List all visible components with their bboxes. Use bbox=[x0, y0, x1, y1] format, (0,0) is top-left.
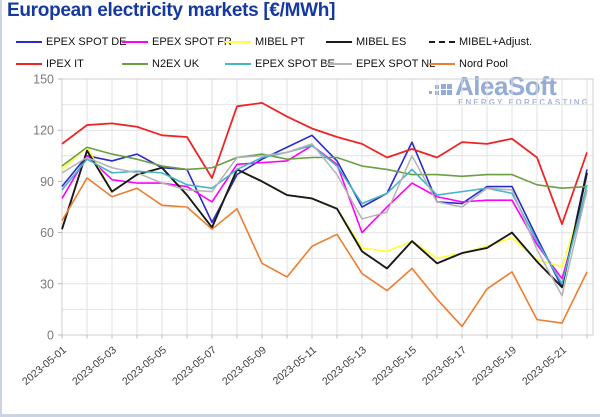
legend-label-n2ex-uk: N2EX UK bbox=[152, 58, 200, 70]
legend-swatch-epex-spot-nl bbox=[326, 63, 352, 65]
legend-swatch-ipex-it bbox=[16, 63, 42, 65]
legend-item-nord-pool: Nord Pool bbox=[429, 58, 591, 70]
svg-text:2023-05-17: 2023-05-17 bbox=[420, 344, 469, 388]
watermark-tagline: ENERGY FORECASTING bbox=[458, 98, 590, 107]
legend-item-epex-spot-fr: EPEX SPOT FR bbox=[122, 36, 232, 48]
legend-label-mibel-es: MIBEL ES bbox=[356, 36, 407, 48]
legend-label-mibel-adjust: MIBEL+Adjust. bbox=[459, 36, 533, 48]
x-axis-labels: 2023-05-01 2023-05-03 2023-05-05 2023-05-07… bbox=[20, 344, 569, 388]
legend-label-epex-spot-be: EPEX SPOT BE bbox=[255, 58, 335, 70]
legend-label-mibel-pt: MIBEL PT bbox=[255, 36, 305, 48]
legend-item-epex-spot-de: EPEX SPOT DE bbox=[16, 36, 127, 48]
legend-label-epex-spot-de: EPEX SPOT DE bbox=[46, 36, 127, 48]
legend-item-mibel-adjust: MIBEL+Adjust. bbox=[429, 36, 591, 48]
svg-text:2023-05-19: 2023-05-19 bbox=[470, 344, 519, 388]
svg-text:2023-05-01: 2023-05-01 bbox=[20, 344, 69, 388]
series-epex-spot-de bbox=[61, 134, 588, 289]
gridlines bbox=[61, 78, 593, 336]
svg-text:2023-05-13: 2023-05-13 bbox=[320, 344, 369, 388]
legend-item-ipex-it: IPEX IT bbox=[16, 58, 122, 70]
svg-text:2023-05-07: 2023-05-07 bbox=[170, 344, 219, 388]
svg-text:0: 0 bbox=[47, 329, 54, 343]
legend-row: IPEX IT N2EX UK EPEX SPOT BE EPEX SPOT NL No… bbox=[16, 53, 591, 75]
legend-label-epex-spot-fr: EPEX SPOT FR bbox=[152, 36, 232, 48]
series-n2ex-uk bbox=[61, 146, 588, 190]
svg-text:2023-05-11: 2023-05-11 bbox=[271, 344, 319, 387]
legend-swatch-mibel-es bbox=[326, 41, 352, 43]
legend-label-nord-pool: Nord Pool bbox=[459, 58, 508, 70]
legend-swatch-n2ex-uk bbox=[122, 63, 148, 65]
svg-text:150: 150 bbox=[33, 73, 54, 87]
axis-ticks bbox=[58, 78, 588, 339]
legend-row: EPEX SPOT DE EPEX SPOT FR MIBEL PT MIBEL ES… bbox=[16, 31, 591, 53]
svg-text:60: 60 bbox=[40, 226, 54, 240]
svg-text:2023-05-09: 2023-05-09 bbox=[220, 344, 269, 388]
series-mibel-adjust bbox=[61, 150, 588, 288]
svg-text:2023-05-15: 2023-05-15 bbox=[370, 344, 419, 388]
legend-swatch-nord-pool bbox=[429, 63, 455, 65]
watermark-name: AleaSoft bbox=[455, 71, 557, 101]
legend-swatch-epex-spot-de bbox=[16, 41, 42, 43]
y-axis-labels: 0 30 60 90 120 150 bbox=[33, 73, 54, 343]
legend-item-mibel-pt: MIBEL PT bbox=[225, 36, 326, 48]
svg-text:120: 120 bbox=[33, 124, 54, 138]
series-epex-spot-fr bbox=[61, 144, 588, 280]
svg-text:90: 90 bbox=[40, 175, 54, 189]
legend-swatch-epex-spot-be bbox=[225, 63, 251, 65]
legend: EPEX SPOT DE EPEX SPOT FR MIBEL PT MIBEL ES… bbox=[16, 31, 591, 75]
legend-item-epex-spot-be: EPEX SPOT BE bbox=[225, 58, 335, 70]
watermark: AleaSoft ENERGY FORECASTING bbox=[428, 71, 590, 107]
svg-text:2023-05-03: 2023-05-03 bbox=[70, 344, 119, 388]
series-epex-spot-be bbox=[61, 144, 588, 285]
svg-text:2023-05-05: 2023-05-05 bbox=[120, 344, 169, 388]
legend-label-ipex-it: IPEX IT bbox=[46, 58, 84, 70]
series-epex-spot-nl bbox=[61, 143, 588, 297]
svg-text:2023-05-21: 2023-05-21 bbox=[520, 344, 569, 388]
series-nord-pool bbox=[61, 177, 588, 328]
legend-swatch-epex-spot-fr bbox=[122, 41, 148, 43]
legend-item-n2ex-uk: N2EX UK bbox=[122, 58, 225, 70]
chart-title: European electricity markets [€/MWh] bbox=[7, 0, 336, 21]
legend-swatch-mibel-pt bbox=[225, 41, 251, 43]
legend-label-epex-spot-nl: EPEX SPOT NL bbox=[356, 58, 436, 70]
legend-item-mibel-es: MIBEL ES bbox=[326, 36, 429, 48]
plot-area bbox=[61, 78, 594, 336]
svg-text:30: 30 bbox=[40, 277, 54, 291]
series-ipex-it bbox=[61, 101, 588, 225]
legend-item-epex-spot-nl: EPEX SPOT NL bbox=[326, 58, 435, 70]
legend-swatch-mibel-adjust bbox=[429, 41, 455, 43]
